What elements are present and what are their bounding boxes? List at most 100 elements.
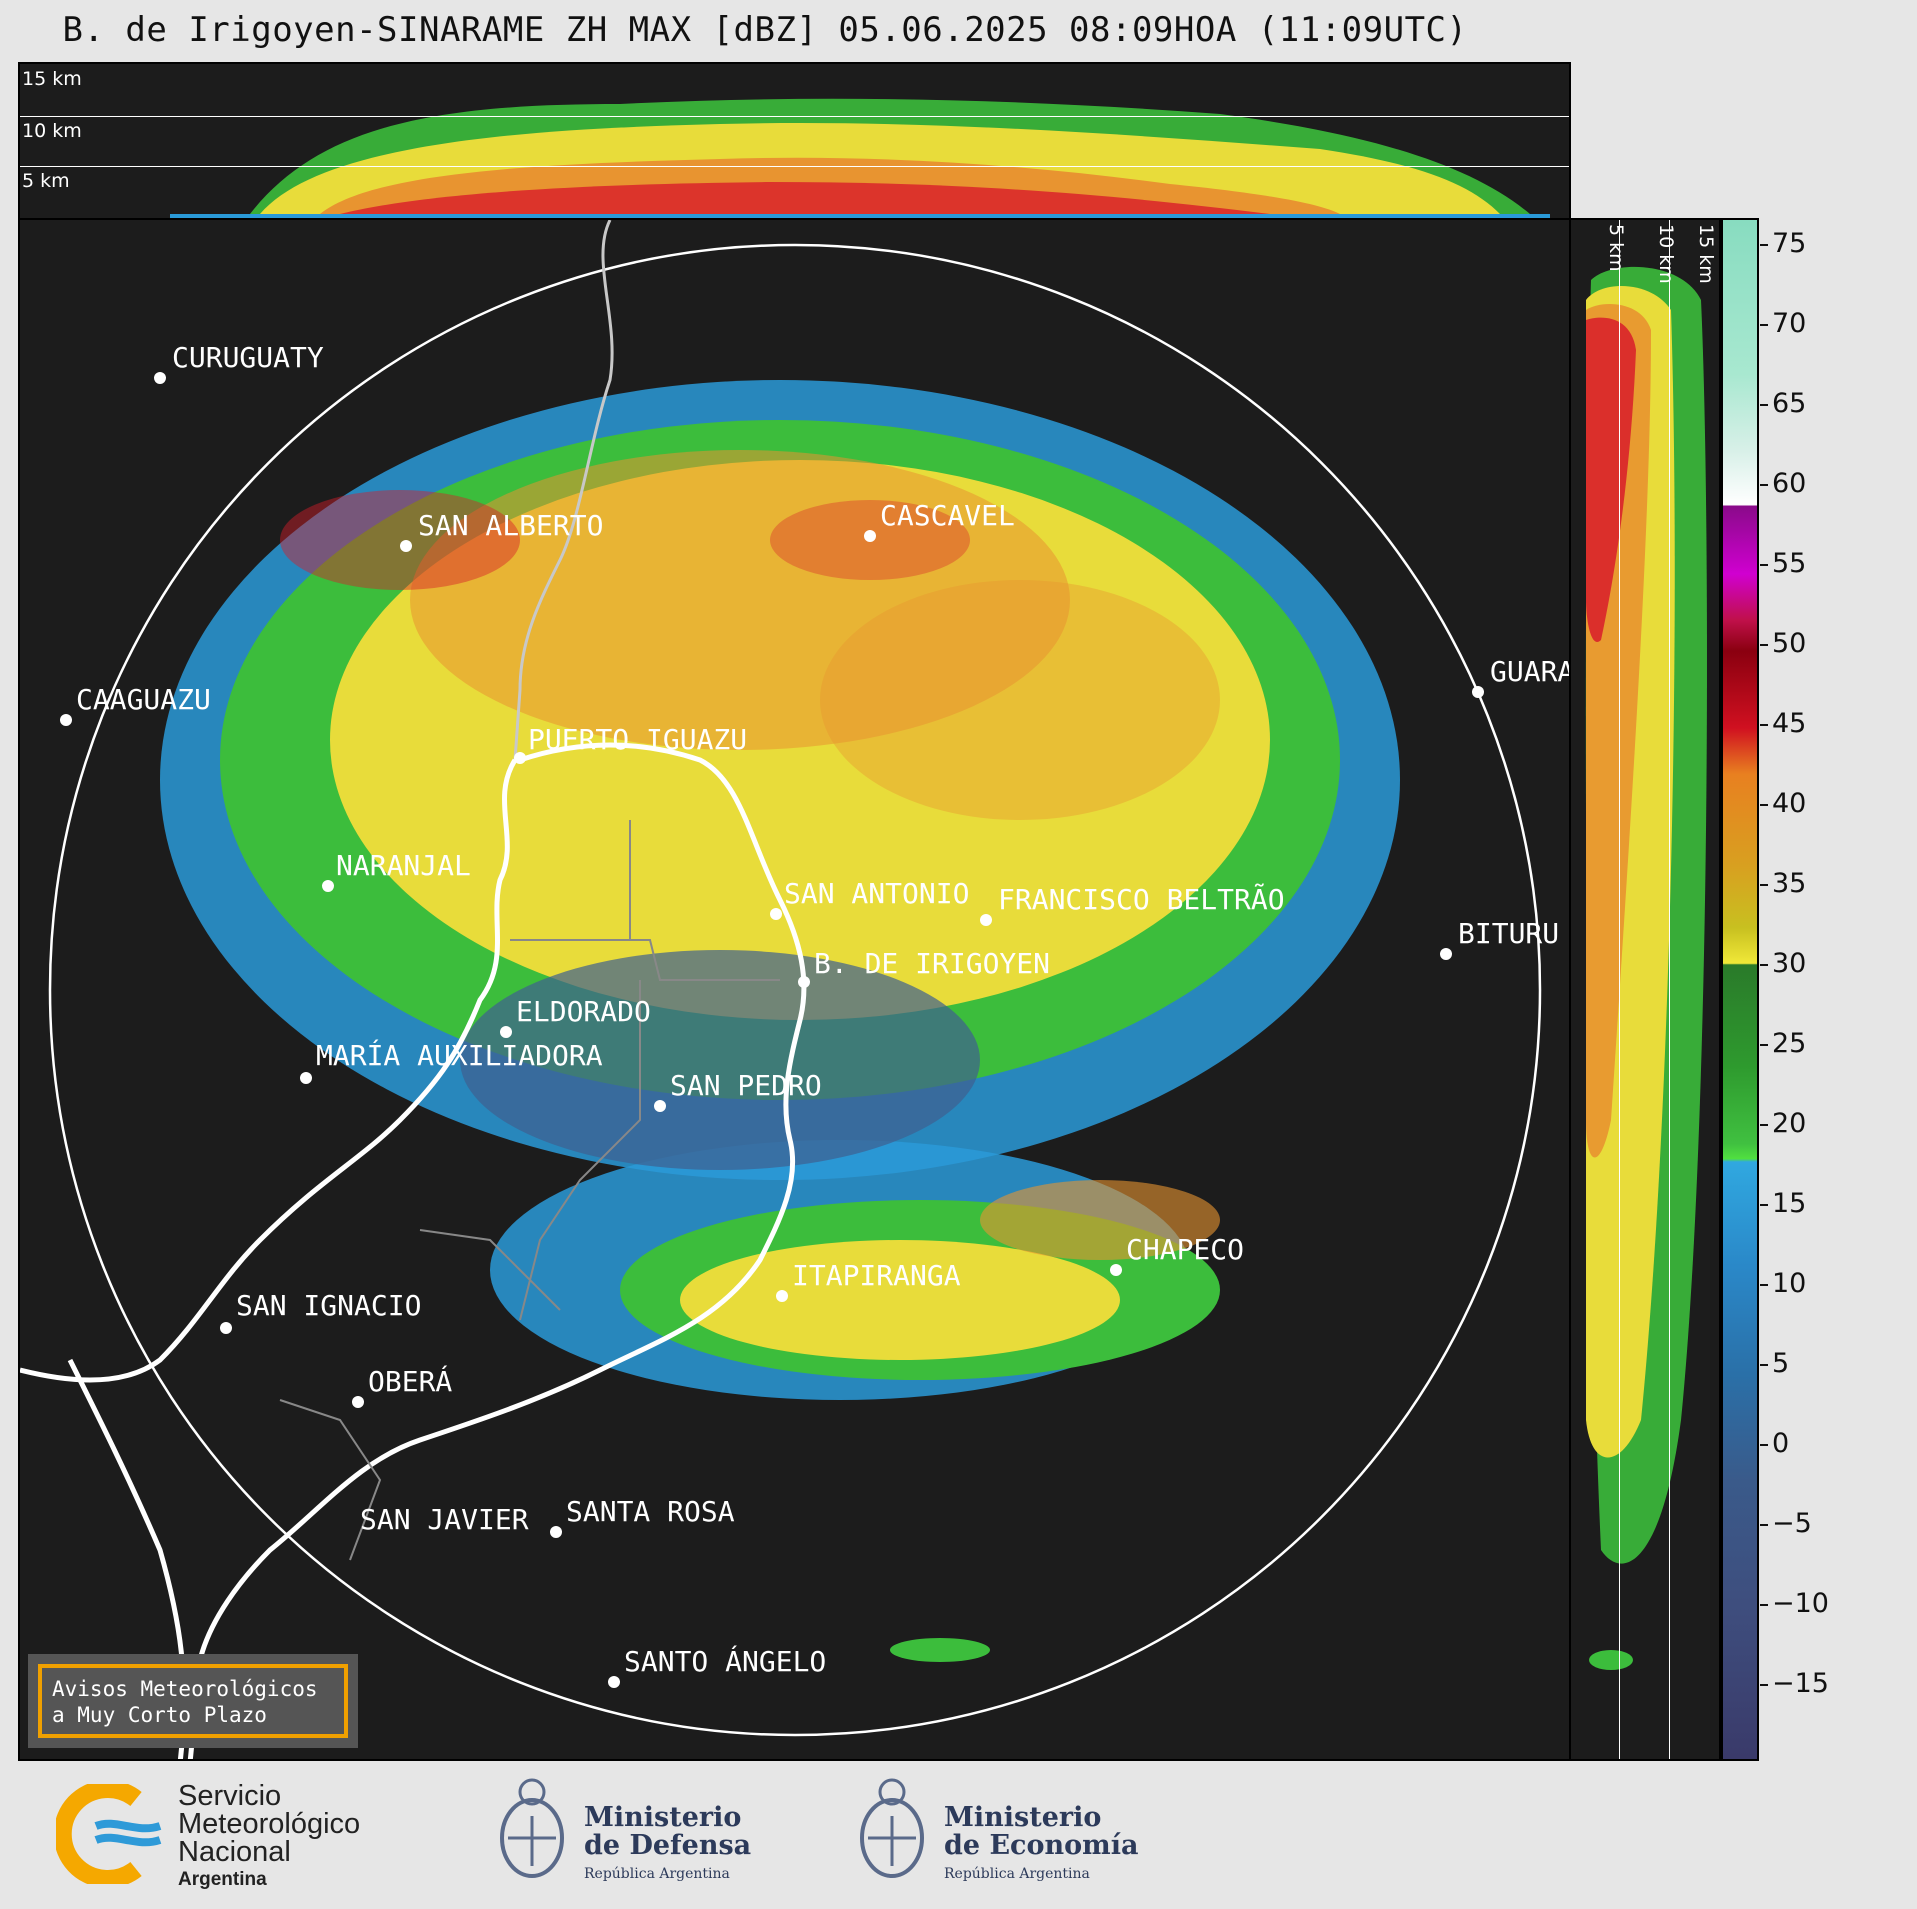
city-dot-francisco-beltrao [980,914,992,926]
side-height-label-15: 15 km [1695,224,1717,284]
city-label-naranjal: NARANJAL [336,849,471,882]
dbz-colorbar [1721,218,1759,1761]
city-label-bituru: BITURU [1458,917,1560,950]
colorbar-label-45: 45 [1772,708,1807,739]
argentina-coat-of-arms-icon [860,1778,924,1878]
city-label-chapeco: CHAPECO [1126,1233,1245,1266]
colorbar-label-neg15: −15 [1772,1668,1829,1699]
city-label-b-de-irigoyen: B. DE IRIGOYEN [814,947,1051,980]
colorbar-tick [1760,1124,1768,1126]
city-dot-san-antonio [770,908,782,920]
colorbar-tick [1760,564,1768,566]
city-label-guara: GUARA [1490,655,1571,688]
colorbar-tick [1760,1604,1768,1606]
city-label-curuguaty: CURUGUATY [172,341,324,374]
side-height-label-5: 5 km [1605,224,1627,272]
city-dot-puerto-iguazu [514,752,526,764]
colorbar-label-neg10: −10 [1772,1588,1829,1619]
colorbar-label-20: 20 [1772,1108,1807,1139]
smn-line-1: Servicio [178,1780,282,1812]
city-dot-eldorado [500,1026,512,1038]
city-label-puerto-iguazu: PUERTO IGUAZU [528,723,748,756]
radar-title: B. de Irigoyen-SINARAME ZH MAX [dBZ] 05.… [62,10,1468,50]
city-label-san-ignacio: SAN IGNACIO [236,1289,422,1322]
notice-box[interactable]: Avisos Meteorológicos a Muy Corto Plazo [28,1654,358,1748]
argentina-coat-of-arms-icon [500,1778,564,1878]
radar-map: CURUGUATY SAN ALBERTO CASCAVEL CAAGUAZU … [18,218,1571,1761]
colorbar-label-50: 50 [1772,628,1807,659]
smn-logo-icon [56,1784,162,1884]
city-dot-maria-auxiliadora [300,1072,312,1084]
city-label-itapiranga: ITAPIRANGA [792,1259,961,1292]
city-dot-guara [1472,686,1484,698]
colorbar-label-60: 60 [1772,468,1807,499]
colorbar-label-55: 55 [1772,548,1807,579]
city-dot-san-ignacio [220,1322,232,1334]
city-label-francisco-beltrao: FRANCISCO BELTRÃO [998,883,1285,916]
radar-echo-layer [20,220,1542,1759]
side-cross-section-echo [1585,266,1707,1670]
defensa-line-2: de Defensa [584,1830,752,1861]
top-height-label-5: 5 km [22,170,70,192]
city-label-eldorado: ELDORADO [516,995,651,1028]
defensa-line-3: República Argentina [584,1866,730,1882]
colorbar-label-neg5: −5 [1772,1508,1812,1539]
colorbar-tick [1760,884,1768,886]
smn-line-3: Nacional [178,1836,291,1868]
colorbar-label-10: 10 [1772,1268,1807,1299]
side-height-label-10: 10 km [1655,224,1677,284]
city-label-san-pedro: SAN PEDRO [670,1069,822,1102]
defensa-logo-text: Ministerio de Defensa República Argentin… [584,1804,751,1888]
colorbar-tick [1760,804,1768,806]
colorbar-tick [1760,1444,1768,1446]
top-height-label-10: 10 km [22,120,82,142]
colorbar-tick [1760,1044,1768,1046]
colorbar-tick [1760,964,1768,966]
colorbar-label-70: 70 [1772,308,1807,339]
city-label-san-alberto: SAN ALBERTO [418,509,604,542]
smn-line-2: Meteorológico [178,1808,361,1840]
colorbar-label-75: 75 [1772,228,1807,259]
notice-line-2: a Muy Corto Plazo [52,1703,267,1727]
notice-line-1: Avisos Meteorológicos [52,1677,318,1701]
city-dot-curuguaty [154,372,166,384]
colorbar-tick [1760,724,1768,726]
colorbar-tick [1760,244,1768,246]
city-label-caaguazu: CAAGUAZU [76,683,211,716]
smn-line-4: Argentina [178,1869,267,1890]
colorbar-label-35: 35 [1772,868,1807,899]
city-label-santo-angelo: SANTO ÁNGELO [624,1645,827,1678]
city-dot-bituru [1440,948,1452,960]
side-cross-section-panel: 5 km 10 km 15 km [1569,218,1721,1761]
economia-logo-text: Ministerio de Economía República Argenti… [944,1804,1138,1888]
colorbar-tick [1760,324,1768,326]
city-dot-chapeco [1110,1264,1122,1276]
city-dot-san-alberto [400,540,412,552]
colorbar-label-15: 15 [1772,1188,1807,1219]
city-label-maria-auxiliadora: MARÍA AUXILIADORA [316,1039,603,1072]
colorbar-tick [1760,1364,1768,1366]
colorbar-label-65: 65 [1772,388,1807,419]
colorbar-label-25: 25 [1772,1028,1807,1059]
colorbar-tick [1760,404,1768,406]
city-label-santa-rosa: SANTA ROSA [566,1495,735,1528]
colorbar-tick [1760,1524,1768,1526]
colorbar-tick [1760,1284,1768,1286]
city-dot-b-de-irigoyen [798,976,810,988]
colorbar-tick [1760,1204,1768,1206]
colorbar-label-0: 0 [1772,1428,1790,1459]
city-dot-cascavel [864,530,876,542]
top-cross-section-echo [170,98,1550,218]
economia-line-3: República Argentina [944,1866,1090,1882]
defensa-line-1: Ministerio [584,1802,742,1833]
city-dot-itapiranga [776,1290,788,1302]
city-dot-santo-angelo [608,1676,620,1688]
economia-line-1: Ministerio [944,1802,1102,1833]
city-dot-caaguazu [60,714,72,726]
top-height-label-15: 15 km [22,68,82,90]
city-dot-santa-rosa [550,1526,562,1538]
economia-line-2: de Economía [944,1830,1139,1861]
city-dot-obera [352,1396,364,1408]
smn-logo-text: Servicio Meteorológico Nacional Argentin… [178,1782,360,1894]
colorbar-tick [1760,484,1768,486]
